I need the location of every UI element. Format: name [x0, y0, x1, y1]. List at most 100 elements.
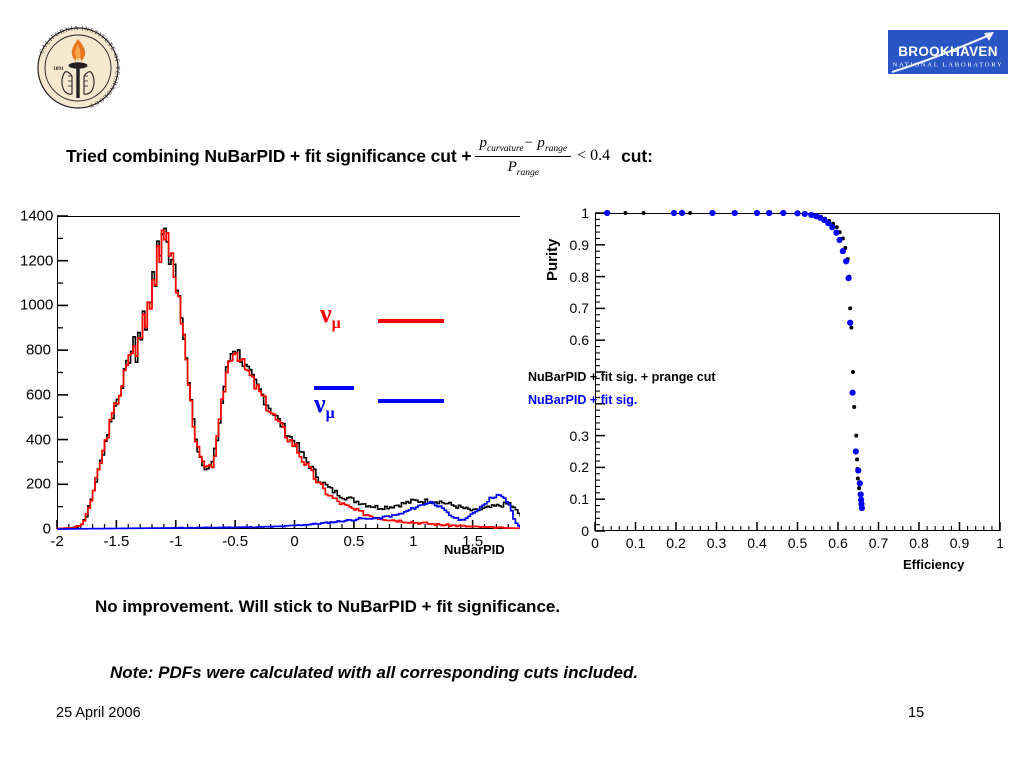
left-x-tick-label: 1 — [409, 533, 418, 550]
formula-fraction: pcurvature− prange Prange — [475, 135, 572, 179]
roc-point-fitsig — [843, 258, 850, 265]
right-x-tick-label: 0.8 — [909, 535, 929, 551]
roc-point-fitsig — [847, 319, 854, 326]
roc-point-fitsig — [856, 480, 863, 487]
total-histogram — [56, 227, 533, 530]
roc-point-fitsig — [829, 224, 836, 231]
roc-point-prange — [852, 404, 857, 409]
roc-point-fitsig — [731, 209, 738, 217]
roc-point-fitsig — [678, 209, 686, 217]
left-y-tick-label: 0 — [42, 520, 51, 538]
slide-title: Tried combining NuBarPID + fit significa… — [66, 124, 986, 188]
roc-point-fitsig — [808, 211, 815, 219]
roc-point-fitsig — [858, 505, 865, 512]
roc-point-prange — [641, 211, 646, 215]
legend-nubar-mu-swatch — [378, 399, 444, 403]
title-suffix: cut: — [621, 145, 653, 166]
roc-point-fitsig — [825, 220, 832, 227]
legend-nu-mu-swatch — [378, 319, 444, 323]
nubar-mu-histogram — [57, 493, 533, 530]
roc-point-prange — [848, 306, 853, 311]
nu-mu-histogram — [56, 229, 533, 530]
roc-point-fitsig — [766, 209, 773, 217]
right-x-tick-label: 0.2 — [666, 535, 686, 551]
left-x-tick-label: -0.5 — [222, 533, 249, 550]
nubarpid-distribution-chart: 0 200 400 600 800 1000 1200 1400 -2 -1.5 -1 -0.5 0 0.… — [20, 205, 540, 565]
right-x-tick-label: 0.1 — [625, 535, 646, 551]
left-x-axis-label: NuBarPID — [444, 542, 505, 557]
legend-nubar-mu-label: νμ — [314, 389, 335, 423]
left-x-tick-label: -1.5 — [103, 533, 130, 550]
left-x-tick-label: 0 — [290, 533, 299, 550]
right-y-axis-label: Purity — [544, 238, 561, 281]
roc-point-fitsig — [849, 389, 856, 396]
legend-nubar-mu-overbar — [314, 386, 354, 390]
roc-point-fitsig — [839, 248, 846, 255]
roc-legend-prange: NuBarPID + fit sig. + prange cut — [528, 370, 716, 384]
left-x-tick-label: 1.5 — [462, 533, 484, 550]
right-y-tick-label: 0.7 — [569, 300, 589, 317]
right-x-tick-label: 0.3 — [706, 535, 727, 551]
left-x-tick-label: -1 — [169, 533, 183, 550]
roc-point-fitsig — [845, 275, 852, 282]
left-y-tick-label: 800 — [25, 341, 51, 359]
roc-point-prange — [857, 486, 862, 491]
left-x-tick-label: -2 — [50, 533, 64, 550]
left-plot-canvas — [56, 215, 533, 530]
roc-point-prange — [623, 211, 628, 215]
right-y-tick-label: 0.3 — [569, 427, 589, 444]
roc-point-fitsig — [753, 209, 761, 217]
roc-point-fitsig — [670, 209, 678, 217]
roc-point-prange — [849, 325, 854, 330]
roc-point-fitsig — [709, 209, 716, 217]
left-y-tick-label: 1200 — [20, 252, 54, 270]
body-text-line-1: No improvement. Will stick to NuBarPID +… — [95, 597, 561, 616]
svg-text:NATIONAL LABORATORY: NATIONAL LABORATORY — [893, 62, 1004, 69]
right-y-tick-label: 0.1 — [569, 491, 589, 508]
right-y-tick-label: 1 — [581, 205, 589, 221]
right-x-tick-label: 0.7 — [868, 535, 889, 551]
purity-vs-efficiency-chart: 0 0.1 0.2 0.3 0.6 0.7 0.8 0.9 1 0 0.1 0.2 0.3 0.4 0.5 0… — [520, 205, 1020, 572]
roc-point-prange — [834, 225, 839, 230]
roc-point-prange — [855, 476, 860, 481]
right-y-tick-label: 0.6 — [569, 332, 589, 349]
roc-point-fitsig — [836, 236, 843, 244]
right-x-tick-label: 0.6 — [828, 535, 848, 551]
left-y-tick-label: 400 — [25, 431, 51, 449]
svg-text:BROOKHAVEN: BROOKHAVEN — [898, 44, 998, 59]
footer-date: 25 April 2006 — [56, 705, 141, 721]
brookhaven-logo: BROOKHAVEN NATIONAL LABORATORY — [888, 30, 1008, 74]
roc-point-fitsig — [604, 209, 611, 217]
roc-point-fitsig — [852, 448, 859, 455]
roc-point-fitsig — [857, 491, 864, 498]
roc-point-prange — [850, 370, 855, 374]
roc-point-prange — [688, 211, 693, 215]
left-plot-frame — [57, 216, 532, 529]
right-y-tick-label: 0 — [581, 523, 589, 539]
left-y-tick-label: 600 — [25, 386, 51, 404]
formula-numerator: pcurvature− prange — [479, 135, 568, 155]
right-x-axis-label: Efficiency — [903, 557, 965, 572]
roc-point-fitsig — [855, 467, 862, 474]
legend-nu-mu-label: νμ — [320, 299, 341, 333]
right-x-tick-label: 0.5 — [787, 535, 808, 551]
footer-page-number: 15 — [908, 705, 925, 721]
left-y-tick-label: 1000 — [20, 296, 54, 314]
right-y-tick-label: 0.2 — [569, 459, 589, 476]
roc-point-fitsig — [833, 229, 840, 236]
right-x-tick-label: 0.9 — [949, 535, 970, 551]
right-x-tick-label: 1 — [996, 535, 1004, 551]
right-y-tick-label: 0.9 — [569, 236, 589, 253]
roc-point-fitsig — [801, 210, 808, 218]
roc-point-fitsig — [780, 209, 787, 217]
left-y-tick-label: 1400 — [20, 207, 54, 225]
roc-point-prange — [854, 433, 859, 438]
right-y-tick-label: 0.8 — [569, 268, 589, 285]
svg-text:1891: 1891 — [53, 66, 64, 72]
title-prefix: Tried combining NuBarPID + fit significa… — [66, 145, 472, 166]
left-x-tick-label: 0.5 — [343, 533, 365, 550]
right-x-tick-label: 0 — [591, 535, 599, 551]
formula-denominator: Prange — [475, 156, 572, 179]
left-y-tick-label: 200 — [25, 475, 51, 493]
